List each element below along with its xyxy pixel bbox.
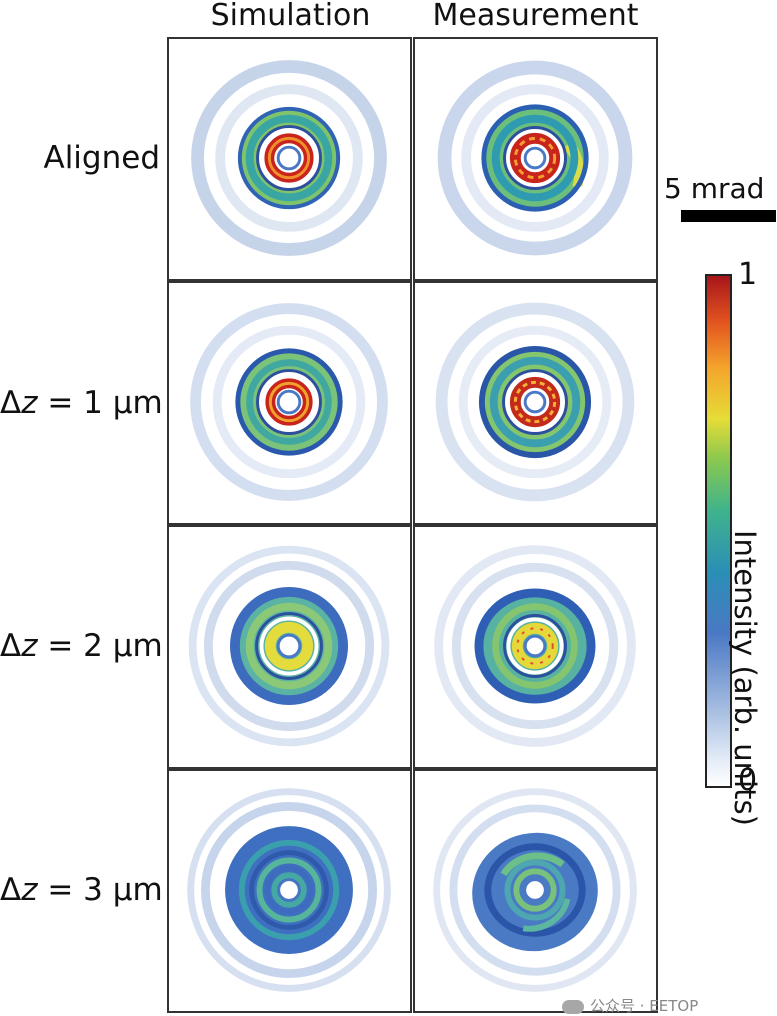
- colorbar-max-label: 1: [738, 257, 758, 292]
- row-label-prefix: Δ: [0, 872, 22, 908]
- column-header-measurement: Measurement: [432, 0, 639, 33]
- intensity-map-meas-dz1: [435, 302, 635, 502]
- colorbar-min-label: 0: [738, 763, 758, 798]
- row-label-variable: z: [21, 872, 38, 908]
- row-label-rest: = 1 μm: [37, 385, 163, 421]
- panel-sim-aligned: [167, 37, 412, 281]
- row-label-variable: z: [21, 628, 38, 664]
- scalebar-label: 5 mrad: [664, 172, 765, 205]
- colorbar-axis-label: Intensity (arb. units): [728, 530, 762, 826]
- row-label-dz-3: Δz = 3 μm: [0, 872, 163, 908]
- row-label-dz-1: Δz = 1 μm: [0, 385, 163, 421]
- panel-meas-dz2: [413, 525, 658, 769]
- intensity-map-meas-aligned: [437, 60, 633, 256]
- row-label-dz-2: Δz = 2 μm: [0, 628, 163, 664]
- watermark: 公众号 · EETOP: [562, 997, 698, 1015]
- row-label-variable: z: [21, 385, 38, 421]
- intensity-map-sim-dz2: [188, 545, 390, 747]
- watermark-text: 公众号 · EETOP: [590, 997, 699, 1015]
- row-label-prefix: Δ: [0, 628, 22, 664]
- intensity-map-sim-dz3: [187, 788, 391, 992]
- intensity-map-meas-dz2: [434, 545, 636, 747]
- panel-sim-dz3: [167, 769, 412, 1013]
- intensity-map-sim-dz1: [190, 303, 388, 501]
- colorbar: [705, 274, 732, 788]
- row-label-aligned: Aligned: [43, 140, 160, 176]
- wechat-icon: [562, 999, 584, 1014]
- panel-sim-dz2: [167, 525, 412, 769]
- scalebar: [681, 210, 776, 222]
- row-label-prefix: Δ: [0, 385, 22, 421]
- panel-meas-dz3: [413, 769, 658, 1013]
- panel-meas-dz1: [413, 281, 658, 525]
- column-header-simulation: Simulation: [210, 0, 371, 33]
- image-grid: [167, 37, 658, 1014]
- intensity-map-meas-dz3: [433, 788, 637, 992]
- row-label-rest: = 3 μm: [37, 872, 163, 908]
- panel-sim-dz1: [167, 281, 412, 525]
- intensity-map-sim-aligned: [191, 60, 387, 256]
- panel-meas-aligned: [413, 37, 658, 281]
- row-label-rest: = 2 μm: [37, 628, 163, 664]
